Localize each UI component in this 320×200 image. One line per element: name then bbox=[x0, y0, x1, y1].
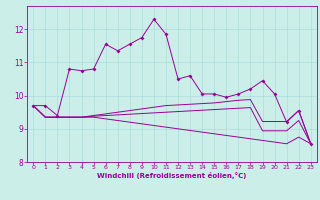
X-axis label: Windchill (Refroidissement éolien,°C): Windchill (Refroidissement éolien,°C) bbox=[97, 172, 247, 179]
